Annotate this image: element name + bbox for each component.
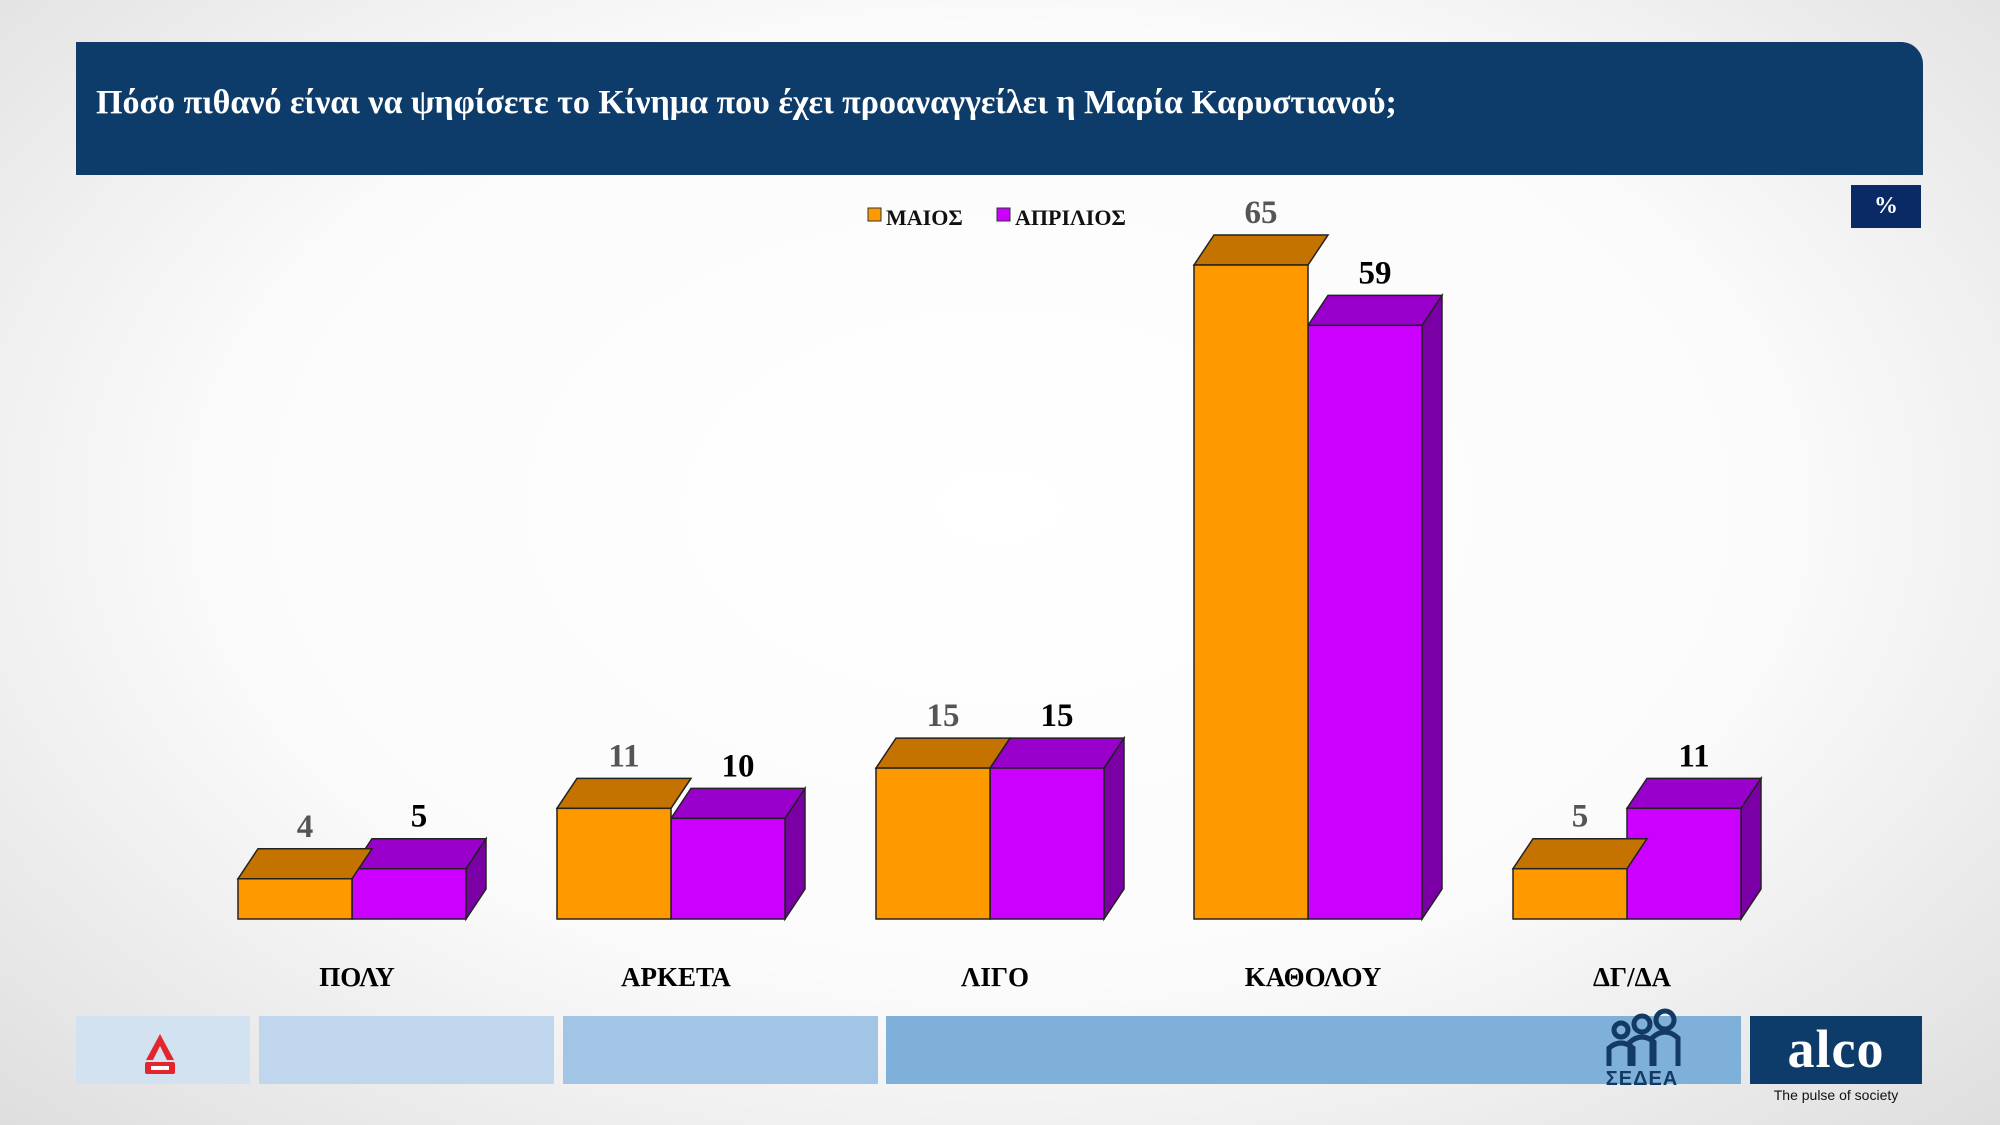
legend: ΜΑΙΟΣ ΑΠΡΙΛΙΟΣ (867, 205, 1126, 230)
bar-may (237, 878, 353, 920)
bar-april-side (1103, 735, 1125, 922)
labels-layer: 4 5 ΠΟΛΥ 11 10 ΑΡΚΕΤΑ 15 15 ΛΙΓΟ 65 59 ΚΑΘΟΛΟΥ 5 11 ΔΓ… (297, 195, 1710, 992)
bar-may (875, 767, 991, 920)
footer-segment-3 (563, 1016, 878, 1084)
alpha-news-logo-icon (145, 1034, 175, 1074)
bar-april (1626, 807, 1742, 920)
bar-april (351, 867, 467, 920)
bar-april-top (350, 837, 488, 870)
bar-group-2 (555, 777, 807, 922)
bar-april-top (1625, 777, 1763, 810)
bar-may-top (1192, 234, 1330, 266)
bar-april-top (669, 787, 807, 820)
value-label-may: 4 (297, 809, 314, 845)
bar-group-1 (236, 836, 488, 922)
value-label-april: 10 (722, 748, 755, 784)
bar-april-top (988, 737, 1126, 769)
bar-may-top (1511, 837, 1649, 870)
bar-april (989, 767, 1105, 920)
value-label-may: 65 (1245, 195, 1278, 231)
footer-brand-panel (1750, 1016, 1922, 1084)
legend-label-april: ΑΠΡΙΛΙΟΣ (1015, 205, 1126, 230)
value-label-april: 11 (1678, 738, 1709, 774)
sedea-label: ΣΕΔΕΑ (1605, 1068, 1679, 1090)
title-bar: Πόσο πιθανό είναι να ψηφίσετε το Κίνημα … (76, 42, 1923, 175)
bar-group-5 (1511, 775, 1763, 922)
bar-chart: ΜΑΙΟΣ ΑΠΡΙΛΙΟΣ 4 5 ΠΟΛΥ 11 10 ΑΡΚΕΤΑ 15 15 ΛΙΓΟ 6… (236, 195, 1763, 992)
bar-april-top (1306, 294, 1444, 327)
bar-april (670, 817, 786, 920)
legend-swatch-may (867, 207, 882, 222)
legend-label-may: ΜΑΙΟΣ (886, 205, 963, 230)
value-label-april: 5 (411, 799, 428, 835)
category-label: ΑΡΚΕΤΑ (621, 962, 731, 992)
bar-may (1193, 264, 1309, 920)
alco-logo: alco (1787, 1019, 1885, 1079)
bar-may-top (236, 848, 374, 880)
category-label: ΛΙΓΟ (961, 962, 1029, 992)
value-label-april: 59 (1359, 255, 1392, 291)
value-label-may: 15 (927, 698, 960, 734)
footer-segment-4 (886, 1016, 1741, 1084)
alco-tagline: The pulse of society (1773, 1087, 1899, 1103)
bar-may-top (555, 777, 693, 810)
footer-segment-2 (259, 1016, 554, 1084)
value-label-may: 5 (1572, 799, 1589, 835)
bar-may-top (874, 737, 1012, 769)
chart-title: Πόσο πιθανό είναι να ψηφίσετε το Κίνημα … (96, 84, 1397, 121)
bar-group-4 (1192, 234, 1444, 922)
unit-badge: % (1851, 185, 1921, 228)
bar-may (1512, 867, 1628, 920)
category-label: ΚΑΘΟΛΟΥ (1245, 962, 1382, 992)
bar-april-side (1421, 292, 1443, 922)
legend-swatch-april (996, 207, 1011, 222)
bar-group-3 (874, 735, 1126, 922)
sedea-people-icon (1606, 1008, 1681, 1066)
bar-april (1307, 324, 1423, 920)
bars-layer (236, 234, 1763, 922)
value-label-may: 11 (608, 738, 639, 774)
category-label: ΠΟΛΥ (319, 962, 394, 992)
value-label-april: 15 (1041, 698, 1074, 734)
bar-may (556, 807, 672, 920)
category-label: ΔΓ/ΔΑ (1593, 962, 1672, 992)
